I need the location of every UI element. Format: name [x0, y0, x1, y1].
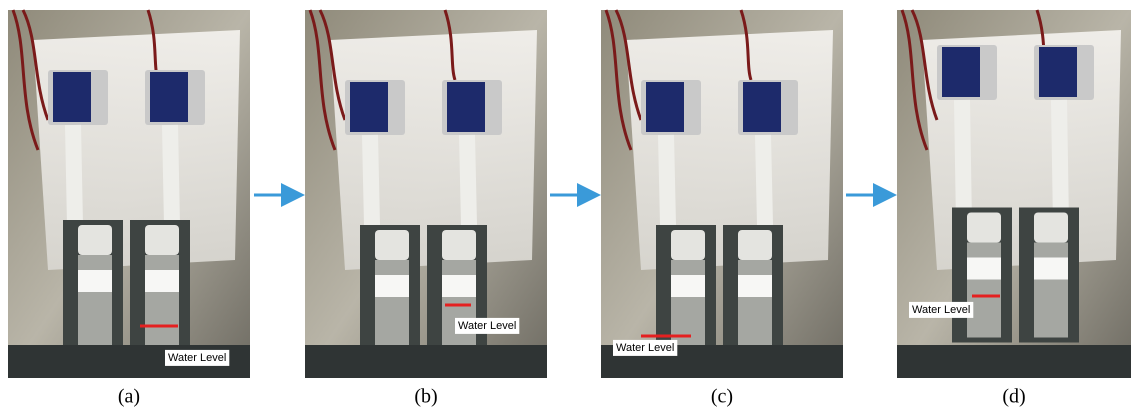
sample-bottle: [967, 243, 1001, 338]
tube: [763, 135, 765, 225]
bottle-cap: [145, 225, 179, 255]
tray: [897, 345, 1131, 378]
photo-panel: Water Level: [897, 10, 1131, 378]
solenoid-valve: [1039, 47, 1077, 97]
bottle-label: [967, 258, 1001, 280]
bottle-cap: [967, 213, 1001, 243]
solenoid-valve: [53, 72, 91, 122]
bottle-cap: [78, 225, 112, 255]
sample-bottle: [78, 255, 112, 350]
solenoid-valve: [350, 82, 388, 132]
solenoid-valve: [743, 82, 781, 132]
tube: [1059, 100, 1061, 225]
bottle-cap: [1034, 213, 1068, 243]
sample-bottle: [738, 260, 772, 355]
solenoid-valve: [942, 47, 980, 97]
panel-caption: (a): [118, 386, 140, 408]
sample-bottle: [1034, 243, 1068, 338]
solenoid-valve: [447, 82, 485, 132]
panel-caption: (d): [1002, 386, 1025, 408]
bottle-cap: [738, 230, 772, 260]
bottle-cap: [442, 230, 476, 260]
sample-bottle: [442, 260, 476, 355]
solenoid-valve: [150, 72, 188, 122]
photo-panel: Water Level: [8, 10, 250, 378]
tube: [73, 125, 75, 225]
tube: [170, 125, 172, 225]
water-level-label: Water Level: [458, 320, 516, 332]
water-level-label: Water Level: [616, 342, 674, 354]
bottle-label: [442, 275, 476, 297]
bottle-label: [1034, 258, 1068, 280]
water-level-label: Water Level: [168, 352, 226, 364]
bottle-label: [671, 275, 705, 297]
tray: [305, 345, 547, 378]
bottle-cap: [671, 230, 705, 260]
sample-bottle: [375, 260, 409, 355]
bottle-cap: [375, 230, 409, 260]
tube: [666, 135, 668, 225]
sample-bottle: [145, 255, 179, 350]
photo-panel: Water Level: [601, 10, 843, 378]
water-level-label: Water Level: [912, 304, 970, 316]
bottle-label: [78, 270, 112, 292]
tube: [370, 135, 372, 225]
tube: [962, 100, 964, 225]
bottle-label: [145, 270, 179, 292]
panel-caption: (b): [414, 386, 437, 408]
bottle-label: [375, 275, 409, 297]
bottle-label: [738, 275, 772, 297]
photo-panel: Water Level: [305, 10, 547, 378]
tube: [467, 135, 469, 225]
solenoid-valve: [646, 82, 684, 132]
figure: Water Level (a) Water Level (b) Water Level (…: [0, 0, 1134, 416]
panel-caption: (c): [711, 386, 733, 408]
